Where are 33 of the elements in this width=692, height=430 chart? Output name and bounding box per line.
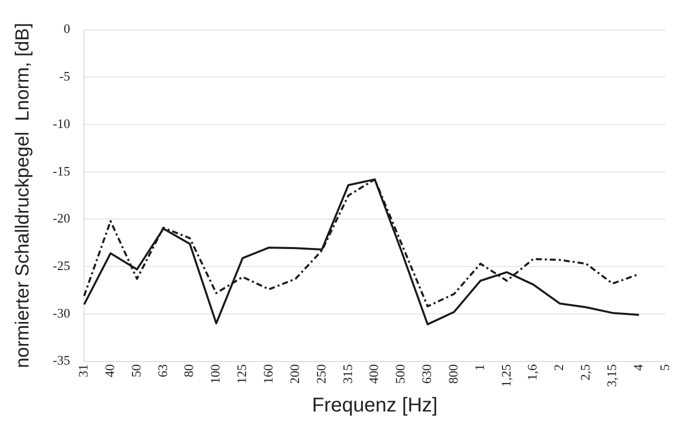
x-tick-label: 2,5: [578, 364, 593, 380]
x-tick-label: 1,6: [524, 364, 540, 380]
x-tick-label: 63: [154, 364, 170, 378]
y-tick-label: -15: [52, 163, 70, 178]
x-tick-label: 50: [128, 364, 144, 378]
x-tick-label: 315: [340, 364, 355, 384]
y-axis-title: normierter Schalldruckpegel Lnorm, [dB]: [12, 22, 34, 368]
y-tick-label: -5: [59, 68, 70, 84]
x-tick-label: 31: [76, 364, 91, 378]
y-tick-label: -35: [52, 352, 70, 368]
y-tick-label: -10: [52, 116, 70, 131]
x-tick-label: 160: [260, 364, 276, 384]
x-tick-label: 500: [392, 364, 408, 384]
x-tick-label: 100: [208, 364, 223, 384]
x-tick-label: 200: [286, 364, 302, 384]
x-tick-label: 4: [630, 364, 646, 371]
y-tick-label: -30: [52, 305, 70, 320]
y-tick-label: -25: [52, 258, 70, 273]
y-tick-label: -20: [52, 210, 70, 226]
x-tick-label: 5: [656, 364, 672, 371]
x-tick-label: 40: [102, 364, 117, 378]
x-axis-title: Frequenz [Hz]: [312, 394, 438, 417]
x-tick-label: 3,15: [604, 364, 619, 387]
x-tick-label: 125: [234, 364, 250, 384]
x-tick-label: 1,25: [498, 364, 514, 387]
x-tick-label: 1: [472, 364, 487, 371]
x-tick-label: 2: [551, 364, 566, 371]
x-tick-label: 400: [366, 364, 382, 384]
x-tick-label: 630: [419, 364, 434, 384]
y-tick-label: 0: [64, 21, 70, 36]
x-tick-label: 800: [445, 364, 460, 384]
x-tick-label: 80: [181, 364, 196, 378]
x-tick-label: 250: [313, 364, 328, 384]
